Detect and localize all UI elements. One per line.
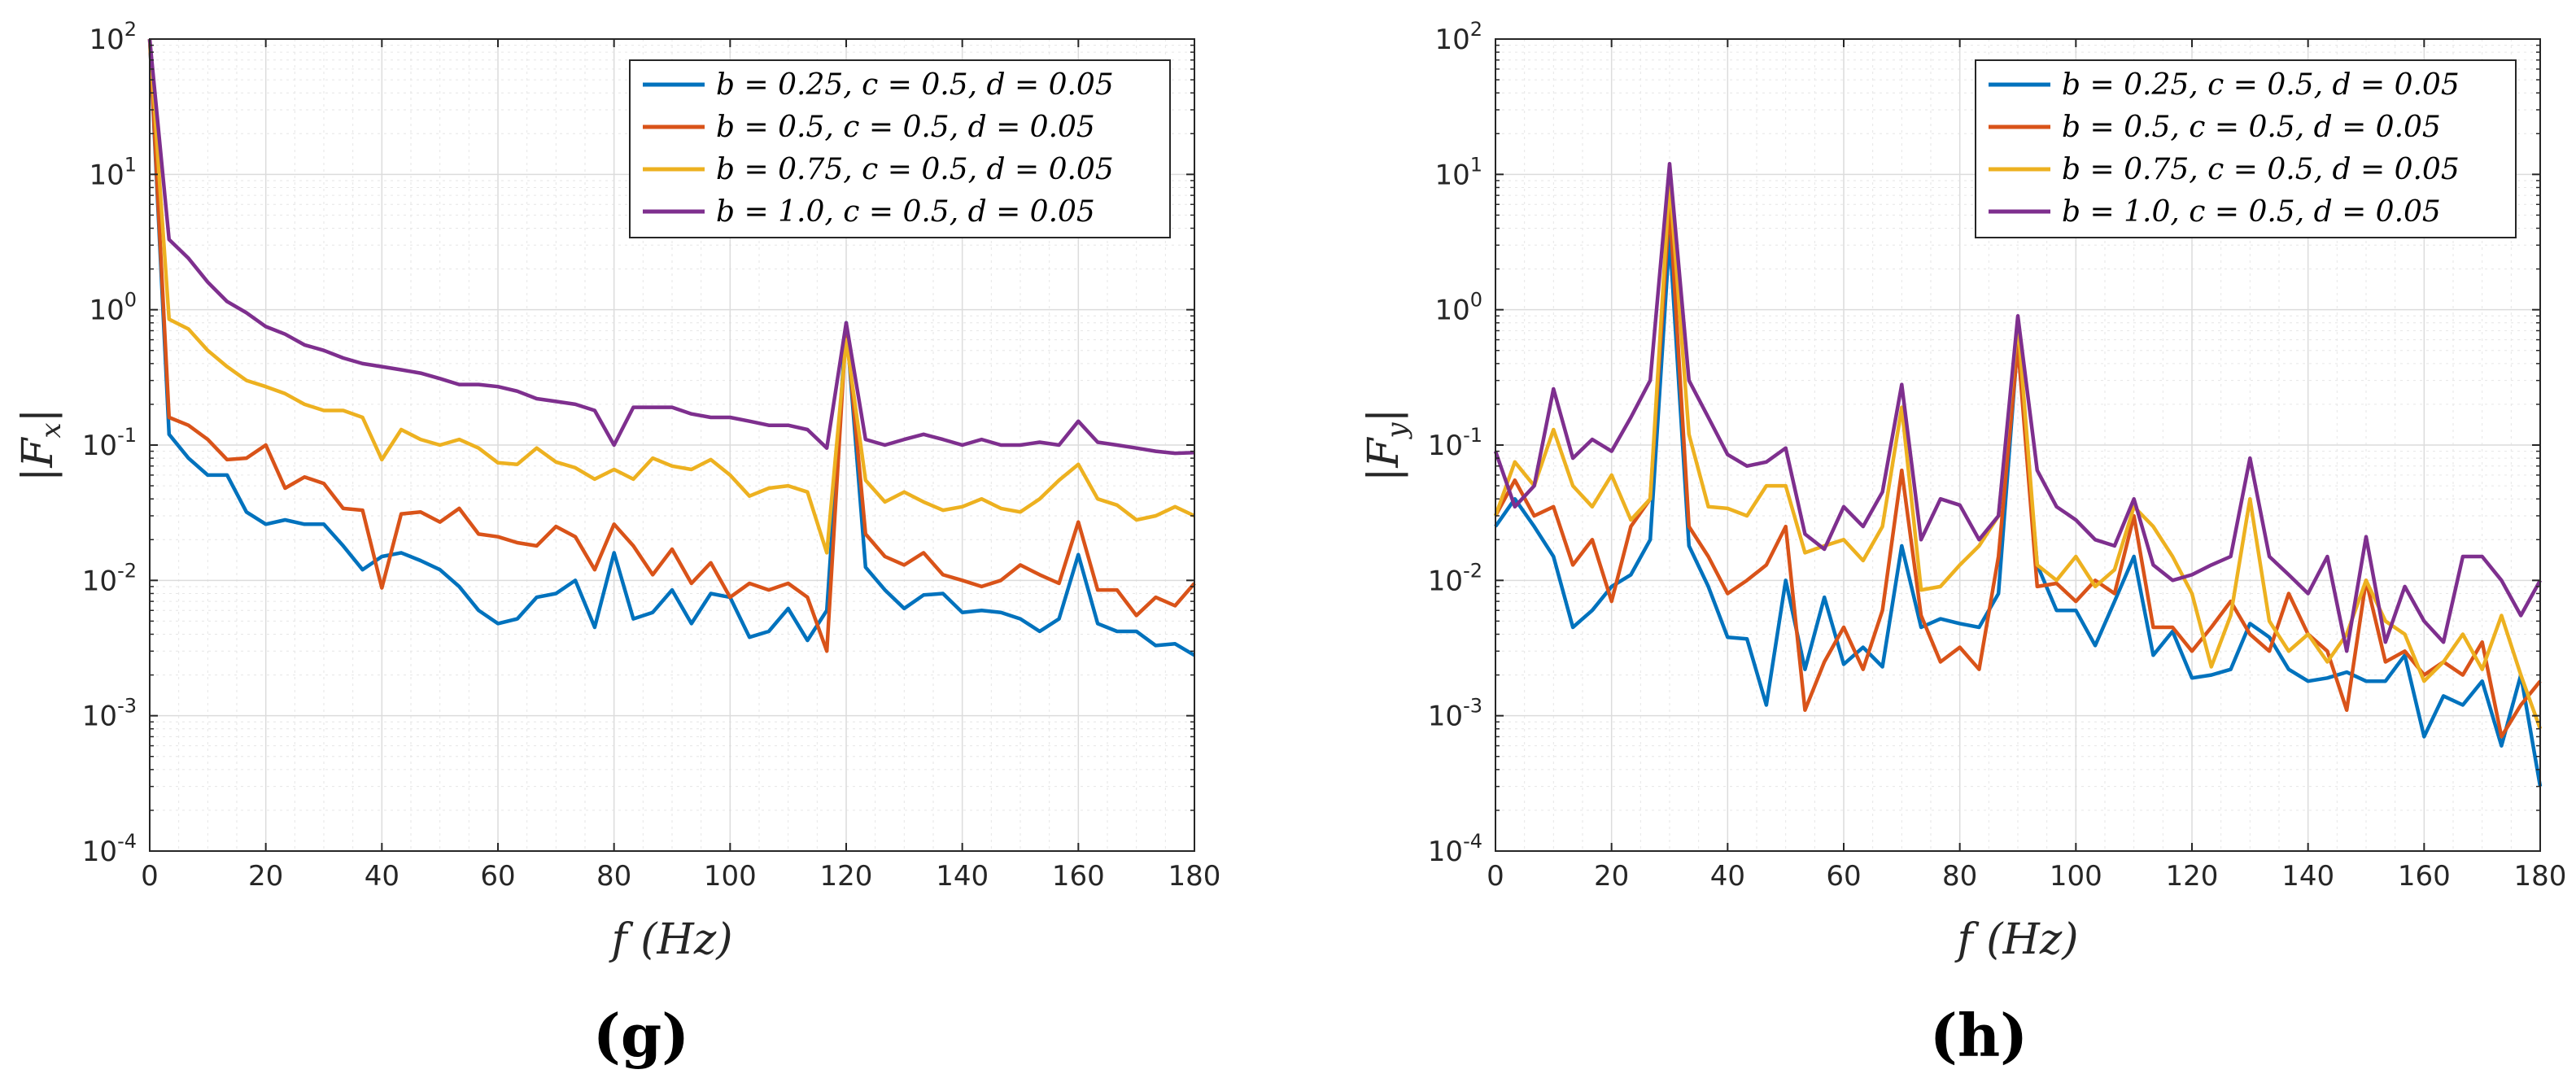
x-tick-label: 20 (1594, 860, 1629, 893)
y-tick-label: 10-3 (1428, 695, 1482, 733)
svg-text:|Fx|: |Fx| (14, 408, 68, 482)
x-tick-label: 40 (1710, 860, 1745, 893)
x-tick-label: 120 (2166, 860, 2219, 893)
x-tick-label: 0 (141, 860, 159, 893)
y-tick-label: 100 (89, 289, 137, 327)
y-tick-label: 100 (1434, 289, 1482, 327)
y-tick-label: 102 (1434, 18, 1482, 56)
y-tick-label: 10-1 (82, 424, 137, 462)
x-tick-label: 40 (365, 860, 399, 893)
chart-h-series (1493, 161, 2543, 787)
x-tick-label: 160 (1052, 860, 1105, 893)
legend-label-2: b = 0.5, c = 0.5, d = 0.05 (716, 111, 1095, 144)
legend-label-3: b = 0.75, c = 0.5, d = 0.05 (716, 153, 1114, 186)
chart-h-ticks: 0 20 40 60 80 100 120 140 160 180 10-4 10-3 10-2 10-1… (1428, 18, 2567, 893)
y-tick-label: 101 (89, 153, 137, 191)
y-tick-label: 10-4 (82, 830, 137, 868)
y-tick-label: 102 (89, 18, 137, 56)
chart-g-legend: b = 0.25, c = 0.5, d = 0.05 b = 0.5, c = … (629, 59, 1171, 238)
x-tick-label: 80 (1942, 860, 1977, 893)
panel-label-g: (g) (593, 1001, 689, 1070)
y-tick-label: 10-2 (82, 559, 137, 597)
legend-label-1: b = 0.25, c = 0.5, d = 0.05 (716, 68, 1114, 102)
x-tick-label: 100 (2050, 860, 2102, 893)
y-tick-label: 101 (1434, 153, 1482, 191)
legend-label-1: b = 0.25, c = 0.5, d = 0.05 (2062, 68, 2460, 102)
y-tick-label: 10-1 (1428, 424, 1482, 462)
x-tick-label: 180 (2514, 860, 2567, 893)
chart-g: 0 20 40 60 80 100 120 140 160 180 10-4 10-3 10-2 10-1… (14, 18, 1220, 1070)
series-line-4 (1493, 161, 2542, 653)
x-tick-label: 80 (596, 860, 631, 893)
legend-label-4: b = 1.0, c = 0.5, d = 0.05 (2062, 195, 2441, 229)
series-line-4 (147, 38, 1195, 456)
x-tick-label: 180 (1168, 860, 1221, 893)
x-tick-label: 100 (704, 860, 757, 893)
x-tick-label: 140 (936, 860, 989, 893)
chart-g-ylabel: |Fx| (14, 408, 68, 482)
series-line-3 (147, 38, 1195, 555)
chart-g-legend-box (629, 59, 1171, 238)
x-tick-label: 60 (480, 860, 515, 893)
chart-h-legend-box (1975, 59, 2517, 238)
legend-label-2: b = 0.5, c = 0.5, d = 0.05 (2062, 111, 2441, 144)
svg-text:|Fy|: |Fy| (1360, 408, 1413, 482)
y-tick-label: 10-3 (82, 695, 137, 733)
chart-h-xlabel: f (Hz) (1954, 915, 2078, 964)
x-tick-label: 160 (2398, 860, 2451, 893)
x-tick-label: 140 (2281, 860, 2334, 893)
y-tick-label: 10-4 (1428, 830, 1482, 868)
x-tick-label: 20 (248, 860, 283, 893)
x-tick-label: 60 (1826, 860, 1861, 893)
chart-g-ticks: 0 20 40 60 80 100 120 140 160 180 10-4 10-3 10-2 10-1… (82, 18, 1221, 893)
chart-h-ylabel: |Fy| (1360, 408, 1413, 482)
x-tick-label: 0 (1487, 860, 1504, 893)
legend-label-3: b = 0.75, c = 0.5, d = 0.05 (2062, 153, 2460, 186)
chart-h: 0 20 40 60 80 100 120 140 160 180 10-4 10-3 10-2 10-1… (1360, 18, 2566, 1070)
legend-label-4: b = 1.0, c = 0.5, d = 0.05 (716, 195, 1095, 229)
series-line-1 (147, 38, 1196, 657)
panel-label-h: (h) (1930, 1001, 2028, 1070)
x-tick-label: 120 (820, 860, 873, 893)
series-line-2 (147, 38, 1196, 653)
y-tick-label: 10-2 (1428, 559, 1482, 597)
chart-h-legend: b = 0.25, c = 0.5, d = 0.05 b = 0.5, c = … (1975, 59, 2517, 238)
chart-g-xlabel: f (Hz) (608, 915, 732, 964)
chart-g-series (147, 38, 1196, 657)
